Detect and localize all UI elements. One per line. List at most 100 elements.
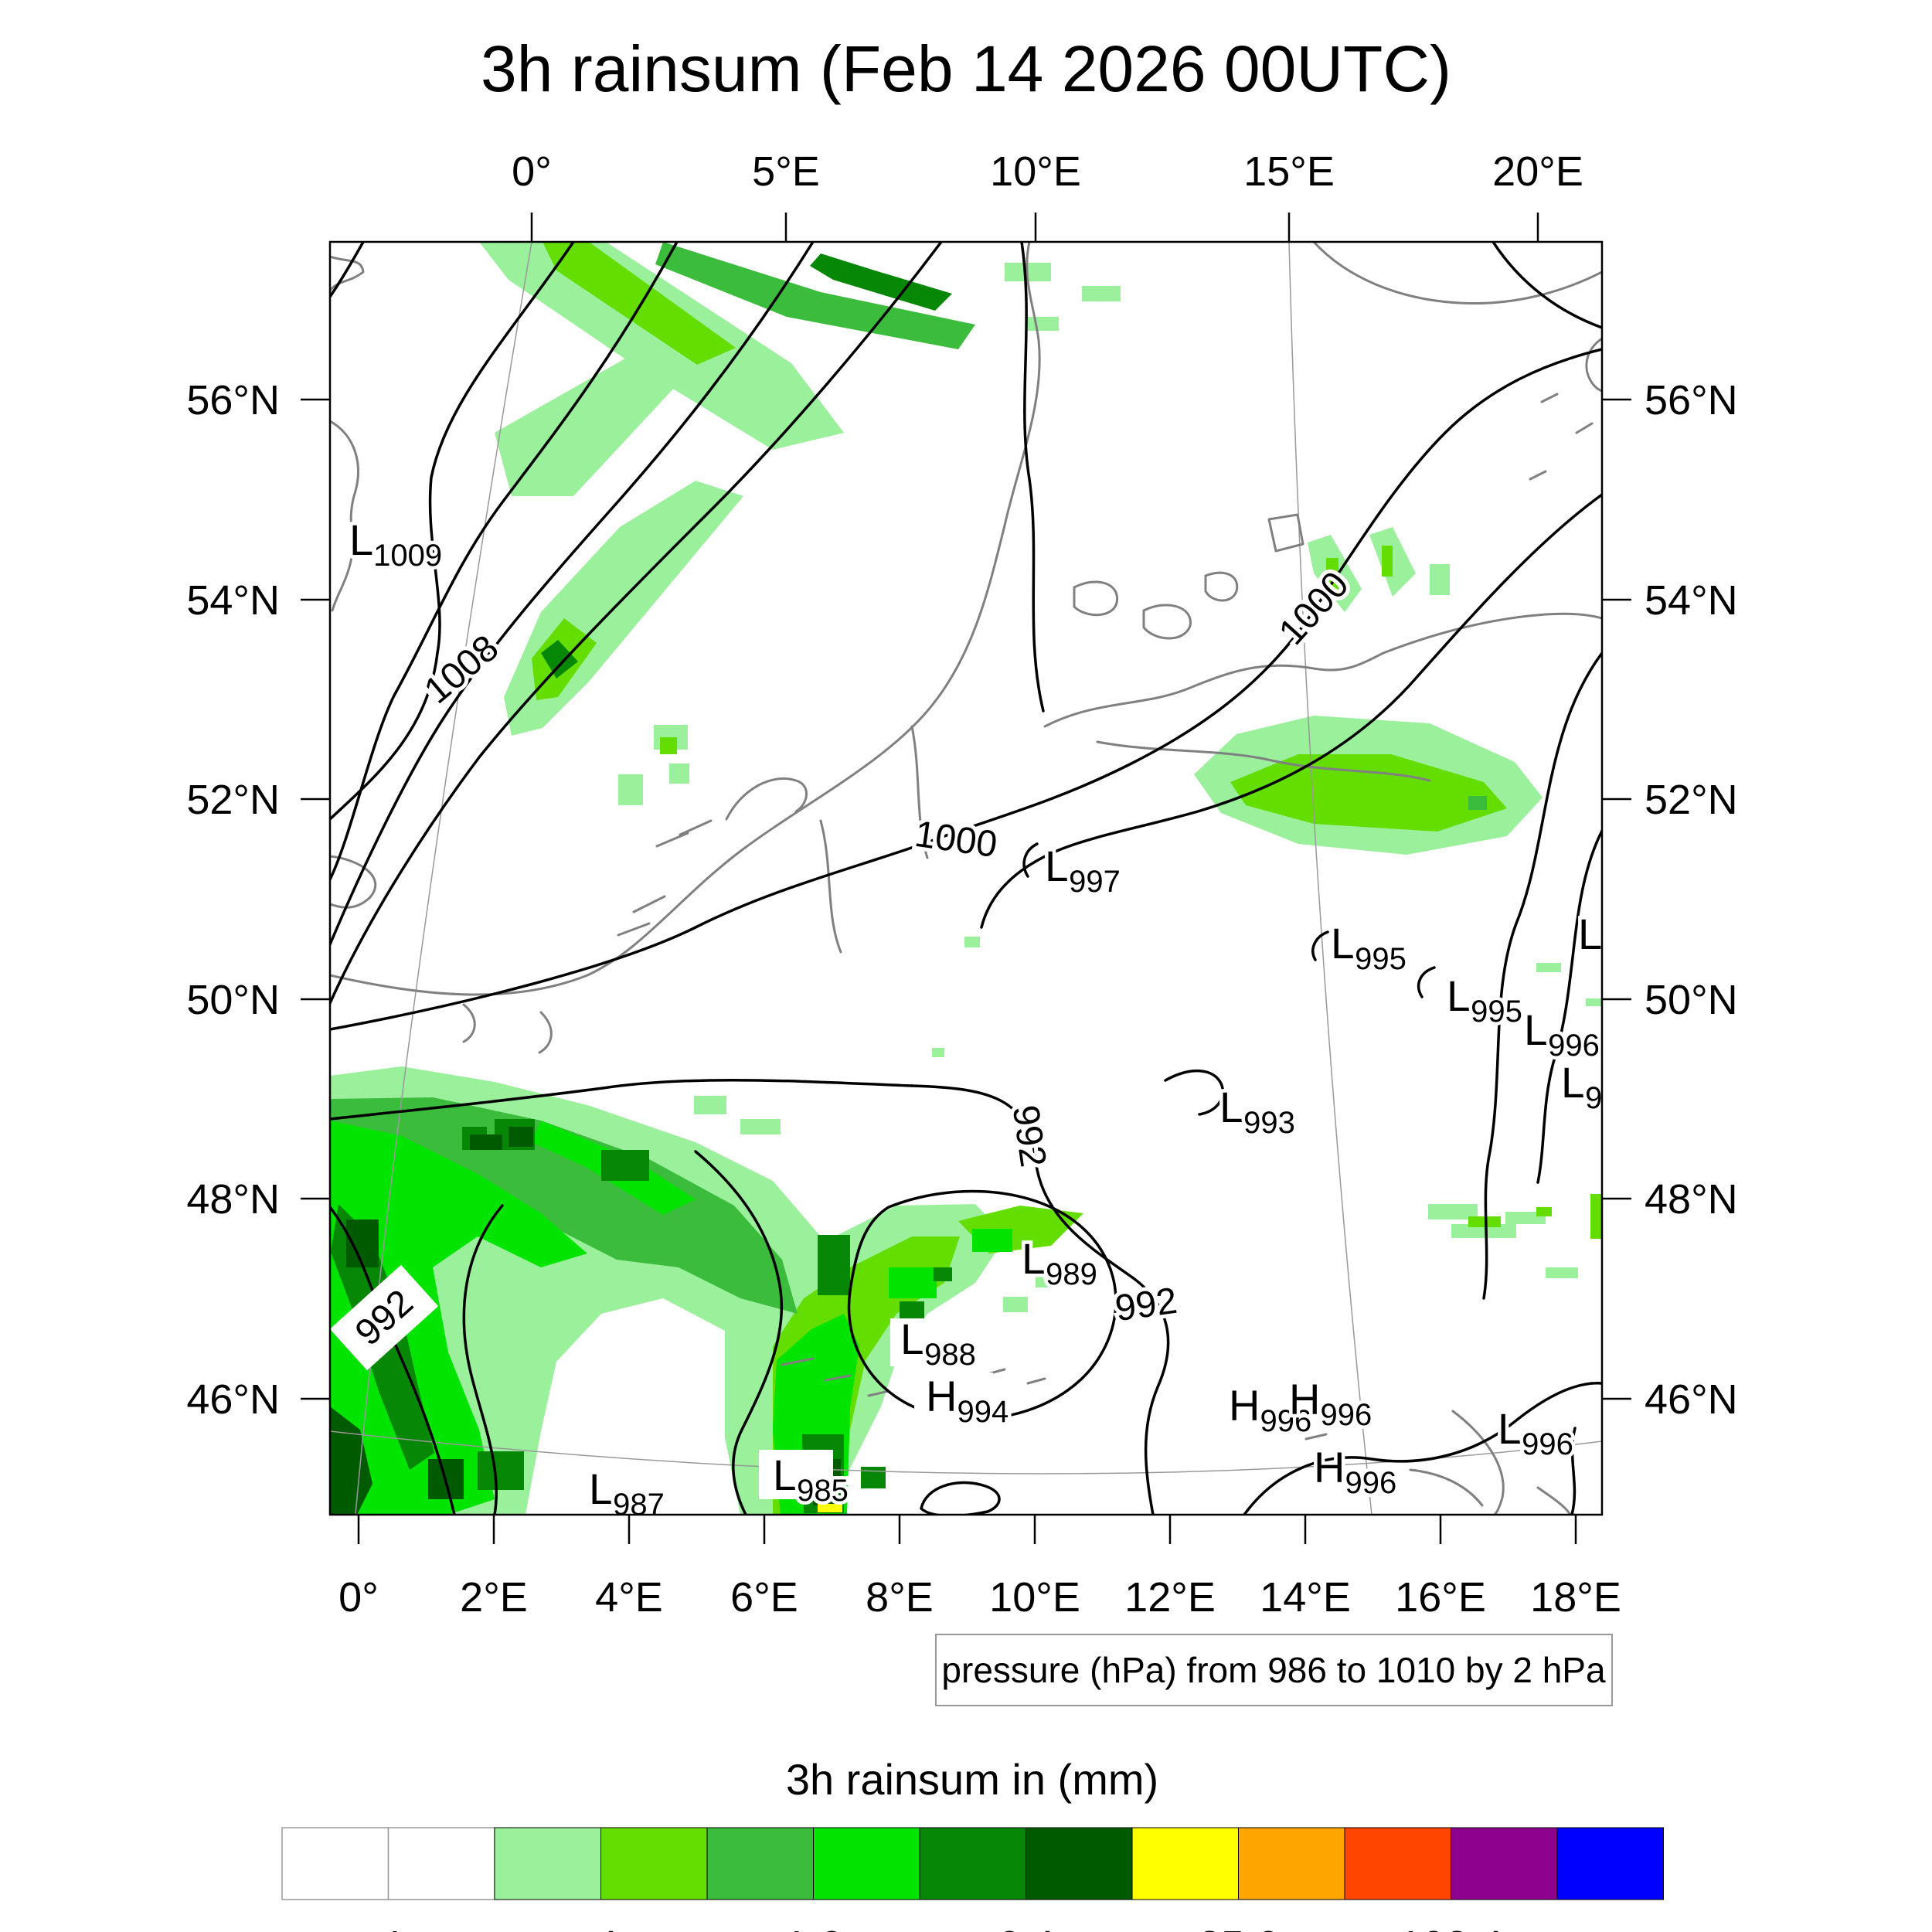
top-axis-label: 0° xyxy=(512,148,552,195)
centre-value: 988 xyxy=(924,1338,976,1372)
isobar xyxy=(462,1204,504,1515)
pressure-centre-H996: H996 xyxy=(1289,1375,1372,1432)
coastline xyxy=(1536,1486,1572,1515)
pressure-centre-L-clipped: L xyxy=(1578,910,1602,958)
left-axis-label: 50°N xyxy=(186,977,280,1023)
bottom-axis: 0° 2°E 4°E 6°E 8°E 10°E 12°E 14°E 16°E 1… xyxy=(338,1515,1621,1621)
pressure-centre-L995: L995 xyxy=(1447,971,1522,1029)
colorbar-tick-label: 25.6 xyxy=(1198,1923,1279,1932)
rain-patch xyxy=(1326,558,1338,592)
colorbar-cell xyxy=(387,1827,495,1900)
centre-letter: L xyxy=(773,1451,797,1499)
colorbar-tick-label: .4 xyxy=(583,1923,618,1932)
coastline xyxy=(1312,242,1602,305)
pressure-centre-L988: L988 xyxy=(900,1315,976,1372)
coastline xyxy=(1451,1410,1505,1515)
colorbar-cell xyxy=(600,1827,708,1900)
rain-patch xyxy=(543,242,736,365)
isobar-992 xyxy=(910,1084,1170,1515)
rain-patch xyxy=(1546,1267,1578,1278)
centre-letter: H xyxy=(926,1372,957,1420)
centre-letter: L xyxy=(1578,910,1602,958)
rain-patch xyxy=(1382,546,1393,577)
isobar xyxy=(1570,1427,1577,1515)
centre-letter: L xyxy=(349,515,373,564)
colorbar-cell xyxy=(1451,1827,1558,1900)
isobar xyxy=(1022,842,1039,878)
isobar xyxy=(980,493,1602,929)
coastline-island xyxy=(1142,604,1192,640)
centre-value: 996 xyxy=(1522,1427,1573,1461)
colorbar: 3h rainsum in (mm) .1 .4 1.6 6.4 25.6 10… xyxy=(281,1755,1664,1932)
pressure-centre-L987: L987 xyxy=(589,1464,665,1522)
centre-value: 995 xyxy=(1355,942,1406,976)
pressure-centre-L1009: L1009 xyxy=(349,515,442,573)
colorbar-cell xyxy=(494,1827,601,1900)
rain-patch xyxy=(1536,1207,1552,1216)
rain-patch xyxy=(1028,317,1059,331)
centre-value: 1009 xyxy=(373,539,442,573)
coastline xyxy=(1409,1468,1484,1507)
rain-patch xyxy=(1536,963,1561,972)
isobar-closed xyxy=(920,1481,1001,1515)
rain-patch xyxy=(861,1467,886,1488)
page-title: 3h rainsum (Feb 14 2026 00UTC) xyxy=(481,32,1451,105)
isobar xyxy=(1492,242,1602,329)
bottom-axis-label: 12°E xyxy=(1124,1574,1216,1621)
rain-patch xyxy=(932,1048,944,1057)
isobar xyxy=(1417,966,1436,998)
rain-patch xyxy=(655,242,975,349)
right-axis-label: 52°N xyxy=(1645,777,1738,823)
rain-patch xyxy=(1468,796,1487,810)
rain-patch xyxy=(900,1301,924,1318)
right-axis-label: 56°N xyxy=(1645,377,1738,423)
isobar xyxy=(330,242,679,881)
coastline xyxy=(330,420,359,612)
bottom-axis-label: 10°E xyxy=(989,1574,1080,1621)
rain-patch xyxy=(478,1451,524,1490)
isobar xyxy=(1482,651,1602,1300)
left-axis-label: 56°N xyxy=(186,377,280,423)
rain-patch xyxy=(1003,1297,1028,1312)
centre-value: 99 xyxy=(1585,1081,1620,1115)
right-axis-label: 54°N xyxy=(1645,577,1738,624)
rain-patch xyxy=(618,774,643,805)
centre-value: 996 xyxy=(1320,1398,1372,1432)
left-axis-label: 54°N xyxy=(186,577,280,624)
colorbar-cell xyxy=(1556,1827,1664,1900)
rain-patch xyxy=(818,1235,850,1295)
rain-patch xyxy=(889,1267,937,1298)
label-background xyxy=(578,1462,655,1513)
bottom-axis-label: 14°E xyxy=(1260,1574,1351,1621)
rain-patch xyxy=(1430,564,1450,595)
rain-patch xyxy=(479,242,844,450)
isobar-label-992: 992 xyxy=(1005,1103,1054,1170)
pressure-centre-L989: L989 xyxy=(1022,1234,1097,1291)
rain-patch xyxy=(810,253,952,311)
bottom-axis-label: 0° xyxy=(338,1574,379,1621)
coastline-island xyxy=(1073,580,1118,617)
pressure-caption: pressure (hPa) from 986 to 1010 by 2 hPa xyxy=(935,1634,1613,1706)
centre-letter: L xyxy=(1561,1058,1585,1107)
rain-patch xyxy=(964,937,980,947)
coastline xyxy=(1529,393,1594,481)
isobar-992 xyxy=(330,1078,913,1121)
top-axis: 0° 5°E 10°E 15°E 20°E xyxy=(512,148,1583,242)
coastline xyxy=(1043,612,1602,728)
rain-patch xyxy=(495,349,697,496)
colorbar-cell xyxy=(1344,1827,1451,1900)
isobar xyxy=(330,242,943,1005)
caption-text: pressure (hPa) from 986 to 1010 by 2 hPa xyxy=(941,1650,1606,1690)
colorbar-tick-label: 102.4 xyxy=(1399,1923,1503,1932)
coastlines xyxy=(330,242,1602,1515)
right-axis-label: 50°N xyxy=(1645,977,1738,1023)
colorbar-cell xyxy=(919,1827,1026,1900)
rain-patch xyxy=(1428,1204,1478,1219)
centre-value: 997 xyxy=(1069,865,1121,899)
isobar xyxy=(1311,930,1329,961)
centre-value: 996 xyxy=(1548,1029,1600,1063)
centre-letter: H xyxy=(1229,1381,1260,1430)
coastline-river xyxy=(819,819,842,954)
pressure-centre-H996: H996 xyxy=(1314,1443,1396,1500)
